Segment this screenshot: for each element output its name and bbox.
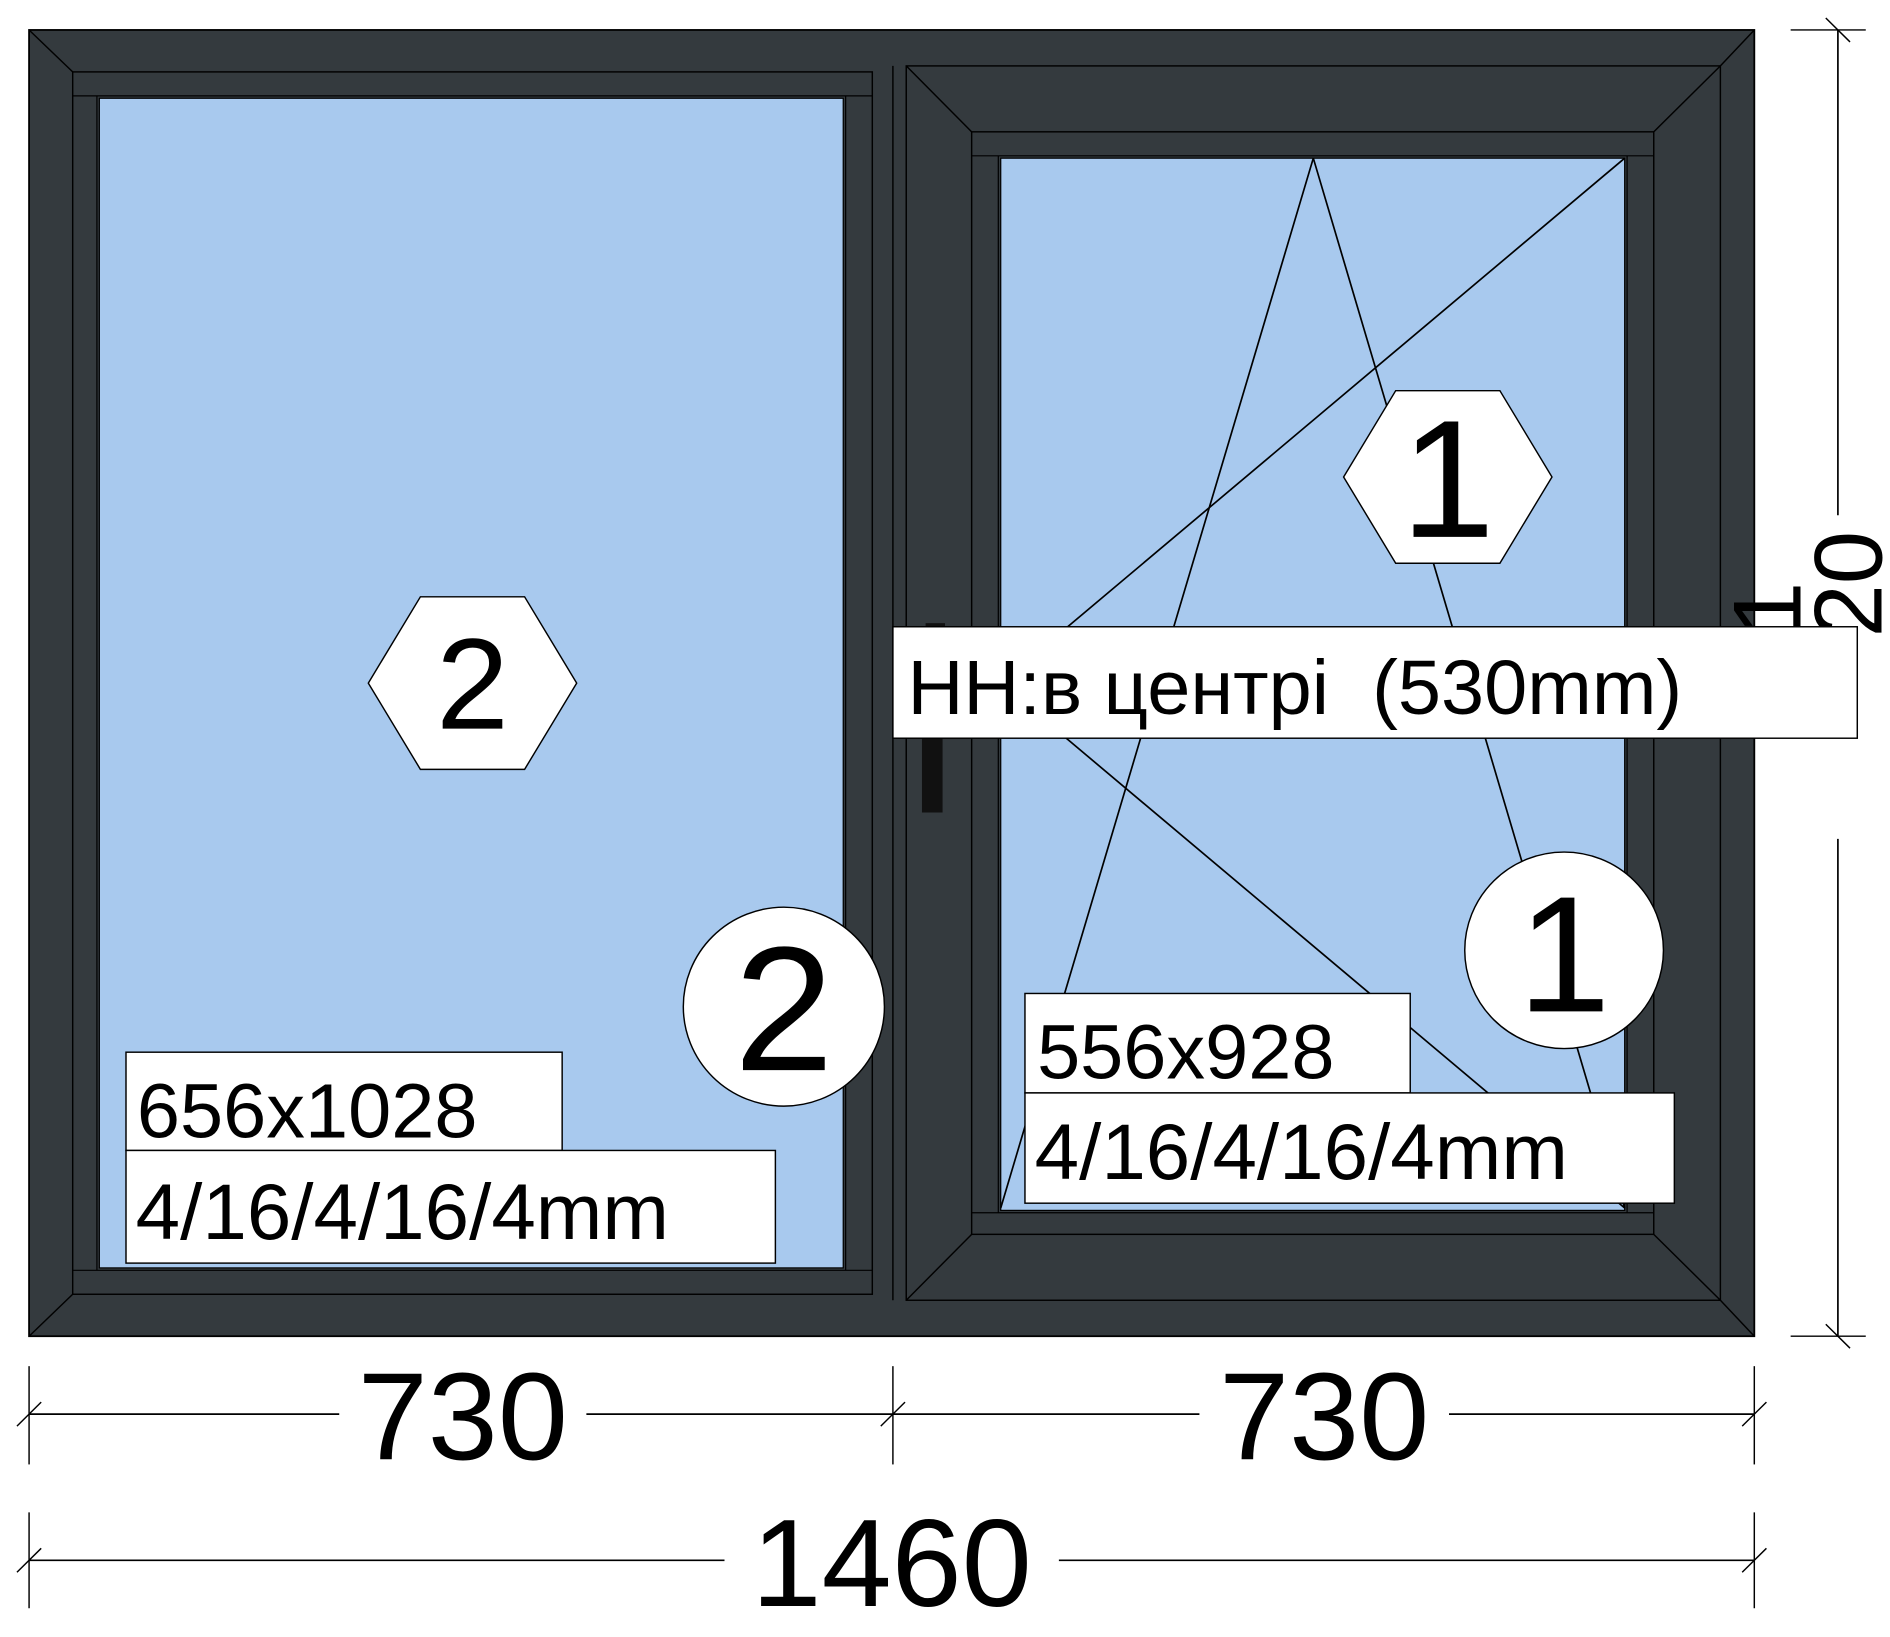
sash-glass-marker-text: 1 <box>1401 385 1495 573</box>
sash-miter-top-left <box>905 65 973 133</box>
sash-info-label: 556x928 4/16/4/16/4mm <box>1024 992 1676 1204</box>
handle-height-label: НН:в центрі (530mm) <box>892 626 1859 739</box>
frame-miter-bottom-right <box>1719 1299 1755 1337</box>
sash-glass-size-box <box>1024 992 1411 1094</box>
sash-miter-top-right <box>1653 65 1721 133</box>
fixed-glass-marker: 2 <box>367 596 578 771</box>
tick-right <box>1741 1401 1767 1427</box>
hexagon-marker-icon <box>367 596 578 771</box>
sash-profile-marker-text: 1 <box>1518 862 1611 1047</box>
fixed-pane-info-label: 656x1028 4/16/4/16/4mm <box>125 1051 777 1264</box>
fixed-profile-marker-text: 2 <box>734 910 834 1108</box>
sash-glass-unit-box <box>1024 1092 1676 1204</box>
fixed-glass-marker-text: 2 <box>436 611 509 756</box>
overall-width-dimension: 1460 <box>16 1493 1767 1633</box>
hexagon-marker-icon <box>1342 389 1553 564</box>
frame-miter-top-left <box>28 29 74 73</box>
sash-miter-bottom-right <box>1653 1233 1721 1301</box>
glass-unit-box <box>125 1149 777 1264</box>
tick-middle <box>880 1401 906 1427</box>
overall-tick-left <box>16 1547 42 1573</box>
sash-glass-size-text: 556x928 <box>1037 1010 1334 1096</box>
section-width-dimensions: 730 730 <box>16 1347 1767 1486</box>
turn-line-top <box>1000 157 1626 684</box>
glass-unit-text: 4/16/4/16/4mm <box>136 1168 669 1257</box>
circle-marker-icon <box>682 906 886 1107</box>
tick-left <box>16 1401 42 1427</box>
frame-miter-bottom-left <box>28 1293 74 1337</box>
height-tick-top <box>1825 17 1851 43</box>
handle-height-label-box <box>892 626 1859 739</box>
sash-glass-marker: 1 <box>1342 385 1553 573</box>
overall-width-text: 1460 <box>752 1493 1032 1632</box>
left-section-width-text: 730 <box>358 1347 568 1486</box>
sash-profile-marker: 1 <box>1464 851 1665 1050</box>
fixed-profile-marker: 2 <box>682 906 886 1108</box>
sash-glass-unit-text: 4/16/4/16/4mm <box>1035 1108 1568 1197</box>
handle-height-label-text: НН:в центрі (530mm) <box>907 646 1682 732</box>
frame-miter-top-right <box>1719 29 1755 67</box>
overall-tick-right <box>1741 1547 1767 1573</box>
sash-miter-bottom-left <box>905 1233 973 1301</box>
fixed-pane-bead-outline <box>71 71 874 1295</box>
glass-size-box <box>125 1051 563 1152</box>
right-section-width-text: 730 <box>1219 1347 1429 1486</box>
circle-marker-icon <box>1464 851 1665 1050</box>
height-dimension-part-bottom: 20 <box>1795 531 1890 638</box>
height-tick-bottom <box>1825 1323 1851 1349</box>
glass-size-text: 656x1028 <box>137 1069 478 1155</box>
